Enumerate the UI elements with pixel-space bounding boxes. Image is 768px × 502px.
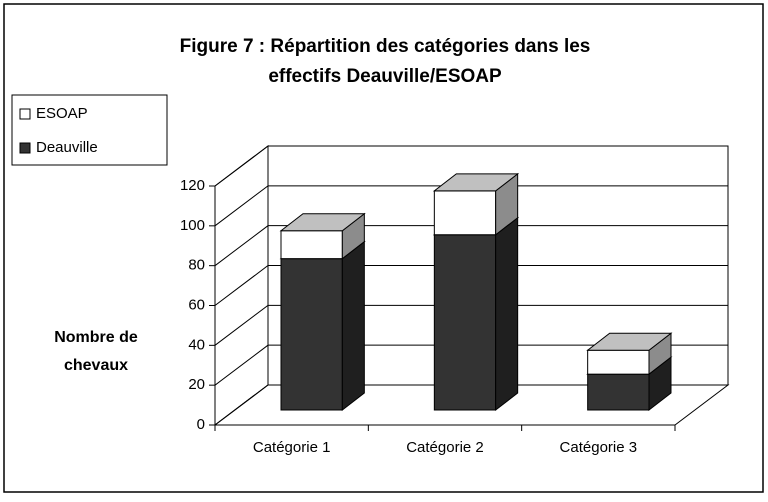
bar-side [495, 216, 519, 412]
bar-top [586, 332, 673, 351]
bar-side [341, 240, 365, 412]
grid-line [214, 185, 728, 227]
y-tick-label: 100 [180, 217, 205, 234]
y-tick-label: 120 [180, 177, 205, 194]
x-tick-label: Catégorie 1 [253, 439, 331, 456]
grid-line [214, 145, 728, 187]
y-tick-label: 20 [188, 376, 205, 393]
y-tick-label: 0 [197, 416, 205, 433]
bar [433, 190, 497, 236]
chart-title: Figure 7 : Répartition des catégories da… [180, 36, 591, 57]
legend-label: Deauville [36, 139, 98, 156]
bar-top [432, 173, 520, 192]
grid-line [214, 304, 728, 346]
x-tick-label: Catégorie 2 [406, 439, 484, 456]
y-tick-label: 60 [188, 296, 205, 313]
legend [11, 94, 168, 166]
bar [280, 230, 343, 260]
chart-title: effectifs Deauville/ESOAP [268, 66, 502, 87]
grid-line [214, 384, 728, 426]
y-tick-label: 40 [188, 336, 205, 353]
bar-top [279, 213, 366, 232]
legend-swatch [19, 108, 31, 120]
grid-line [214, 265, 728, 306]
y-tick-label: 80 [188, 257, 205, 274]
legend-label: ESOAP [36, 105, 88, 122]
x-tick-label: Catégorie 3 [560, 439, 638, 456]
legend-swatch [19, 142, 31, 154]
bar [433, 234, 497, 411]
bar [587, 373, 650, 411]
grid-line [214, 225, 728, 267]
bar [280, 258, 343, 411]
y-axis-label: Nombre de [54, 329, 138, 346]
grid-line [214, 344, 728, 386]
y-axis-label: chevaux [64, 357, 128, 374]
bar [587, 349, 650, 375]
